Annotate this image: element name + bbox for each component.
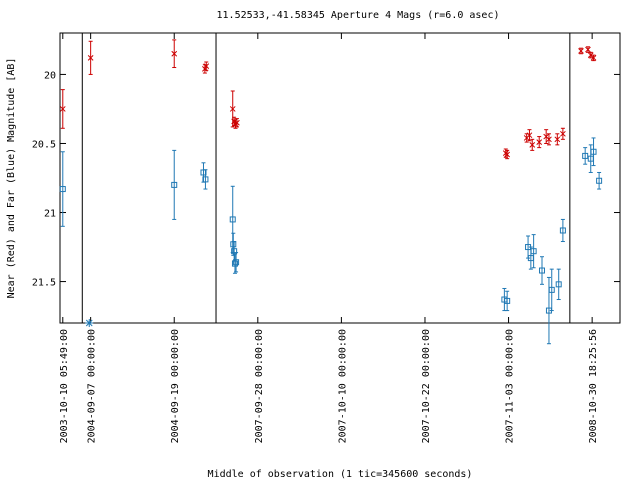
square-marker [582,152,589,159]
y-axis: 20 20.5 21 21.5 [32,70,620,289]
y-tick-label: 20.5 [32,139,56,150]
square-marker [233,259,240,266]
x-marker [560,130,566,137]
x-marker [234,119,240,126]
x-marker [59,106,66,112]
data-point [202,169,209,190]
x-tick-label: 2004-09-07 00:00:00 [87,329,98,443]
x-marker [87,55,94,61]
x-marker [526,132,533,139]
data-point [559,218,566,243]
x-marker [171,50,178,57]
x-marker [578,48,584,54]
square-marker [59,186,66,193]
x-tick-label: 2007-11-03 00:00:00 [505,329,516,443]
y-axis-label: Near (Red) and Far (Blue) Magnitude [AB] [6,58,17,299]
data-point [590,137,597,167]
square-marker [590,148,597,155]
data-point [536,136,543,149]
data-point [234,118,240,128]
data-point [229,90,236,128]
series-far [59,137,603,345]
y-tick-label: 21.5 [32,278,56,289]
square-marker [530,248,537,255]
x-marker [585,46,591,53]
square-marker [171,181,178,188]
x-axis: 2003-10-10 05:49:00 2004-09-07 00:00:00 20… [59,33,599,443]
x-tick-label: 2007-10-10 00:00:00 [337,329,348,443]
x-marker [536,139,543,145]
data-point [504,290,511,312]
data-point [578,47,584,55]
square-marker [231,260,238,267]
data-point [529,138,536,151]
y-tick-label: 21 [44,209,56,220]
data-point [504,149,511,160]
data-point [543,129,550,144]
data-point [526,129,533,142]
data-point [555,268,562,301]
x-marker [203,63,210,69]
data-point [538,256,545,285]
data-point [596,171,603,190]
data-point [233,252,240,273]
segment-breaks [81,33,571,323]
x-marker [504,151,511,158]
data-point [59,151,66,227]
data-point [560,127,566,140]
x-marker [546,136,552,143]
data-point [530,234,537,269]
x-tick-label: 2007-10-22 00:00:00 [421,329,432,443]
square-marker [229,216,236,223]
series-near [59,39,597,160]
data-point [554,133,561,146]
square-marker [202,176,209,183]
data-point [59,89,66,129]
x-marker [229,106,236,112]
data-point [546,133,552,146]
off-scale-marker [85,319,94,327]
data-point [203,61,210,71]
data-point [585,46,591,53]
x-tick-label: 2004-09-19 00:00:00 [170,329,181,443]
data-point [582,147,589,165]
x-tick-label: 2003-10-10 05:49:00 [59,329,70,443]
x-marker [590,55,597,61]
square-marker [504,297,511,304]
data-point [548,268,555,312]
x-tick-label: 2007-09-28 00:00:00 [254,329,265,443]
data-point [171,39,178,69]
data-point [590,54,597,62]
square-marker [559,227,566,234]
y-tick-label: 20 [44,70,56,81]
chart-title: 11.52533,-41.58345 Aperture 4 Mags (r=6.… [217,10,500,21]
data-point [87,40,94,75]
square-marker [555,281,562,288]
plot-frame [59,32,621,324]
x-axis-label: Middle of observation (1 tic=345600 seco… [208,469,473,480]
series-layer [59,39,603,345]
square-marker [548,286,555,293]
square-marker [596,177,603,184]
x-marker [554,136,561,143]
square-marker [538,267,545,274]
data-point [171,149,178,220]
x-marker [529,142,536,148]
x-tick-label: 2008-10-30 18:25:56 [588,329,599,443]
